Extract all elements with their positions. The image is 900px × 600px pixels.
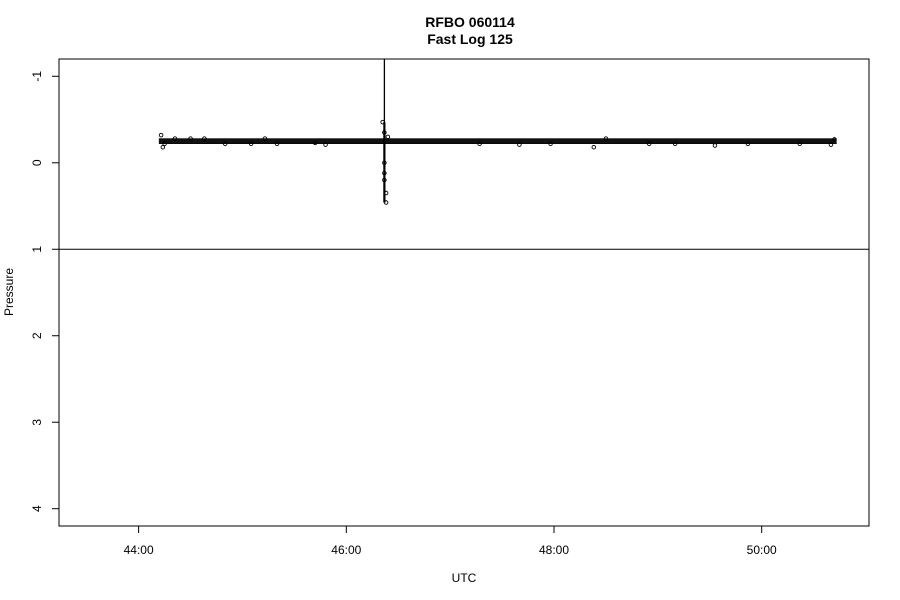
data-point <box>248 141 254 147</box>
data-point <box>797 141 803 147</box>
data-point <box>382 130 387 135</box>
plot-frame <box>58 58 870 527</box>
y-tick-label: 3 <box>30 419 44 426</box>
data-point <box>274 141 280 147</box>
data-point <box>548 141 553 147</box>
data-point <box>832 137 837 142</box>
data-point <box>383 200 389 205</box>
data-point <box>162 141 167 147</box>
y-tick-label: 2 <box>30 332 44 339</box>
data-point <box>382 170 387 176</box>
x-tick-label: 50:00 <box>747 543 777 557</box>
y-tick-label: 4 <box>30 505 44 512</box>
data-point <box>672 141 678 147</box>
data-point <box>745 141 751 147</box>
y-tick-label: 1 <box>30 246 44 253</box>
data-point <box>603 136 609 141</box>
data-point <box>712 143 718 148</box>
data-point <box>828 142 834 147</box>
data-point <box>262 136 268 141</box>
data-band <box>158 138 837 145</box>
data-point <box>517 142 522 147</box>
x-tick-label: 44:00 <box>124 543 154 557</box>
chart-title: RFBO 060114 <box>425 14 515 30</box>
y-tick-label: -1 <box>30 71 44 82</box>
data-point <box>160 144 166 150</box>
data-point <box>646 141 652 147</box>
data-point <box>383 190 389 196</box>
data-point <box>382 160 387 166</box>
data-point <box>477 141 482 147</box>
x-axis-label: UTC <box>452 571 477 585</box>
data-point <box>385 134 391 140</box>
data-point <box>382 177 387 183</box>
data-point <box>202 136 207 141</box>
data-point <box>380 119 385 125</box>
data-point <box>222 141 228 147</box>
data-point <box>591 144 597 150</box>
chart-subtitle: Fast Log 125 <box>427 31 513 47</box>
data-point <box>312 140 318 146</box>
x-tick-label: 48:00 <box>539 543 569 557</box>
data-point <box>158 132 164 138</box>
data-point <box>172 136 178 141</box>
y-tick-label: 0 <box>30 159 44 166</box>
data-point <box>188 136 193 141</box>
x-tick-label: 46:00 <box>331 543 361 557</box>
y-axis-label: Pressure <box>2 268 16 316</box>
data-point <box>323 142 328 147</box>
